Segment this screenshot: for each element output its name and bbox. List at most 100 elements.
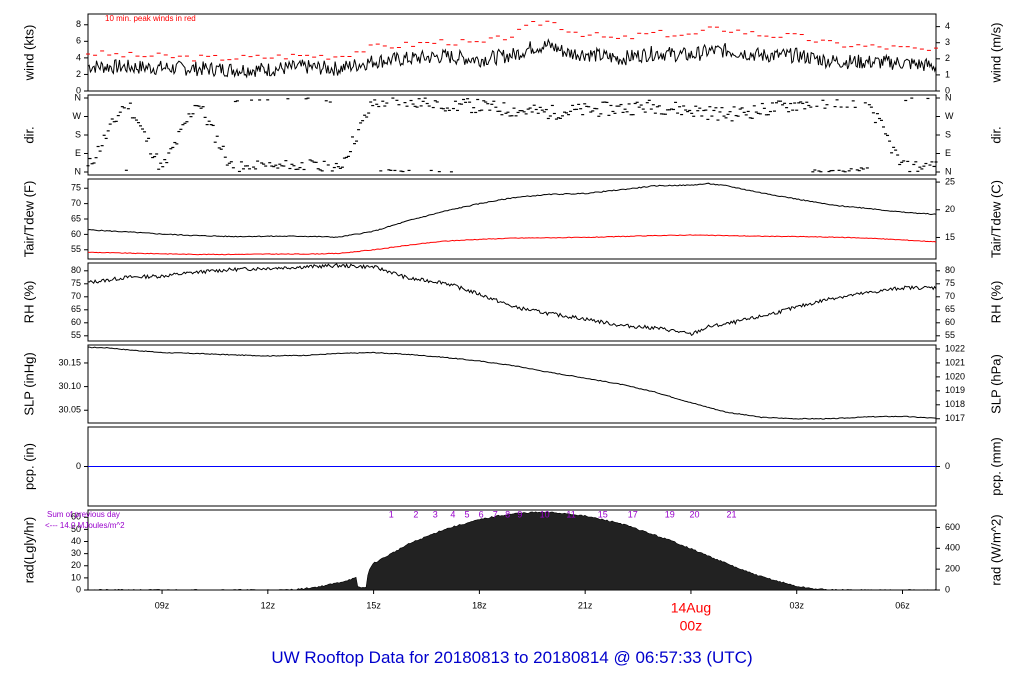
solar-hour-label: 19: [665, 509, 675, 519]
solar-hour-label: 4: [450, 509, 455, 519]
ytick-label-left-radiation: 30: [71, 548, 81, 558]
solar-hour-label: 15: [598, 509, 608, 519]
ytick-label-right-temperature: 25: [945, 176, 955, 186]
ylabel-right-direction: dir.: [988, 126, 1003, 143]
xtick-label: 06z: [895, 600, 910, 610]
ytick-label-right-humidity: 75: [945, 278, 955, 288]
wind-annotation: 10 min. peak winds in red: [105, 14, 196, 23]
ytick-label-right-wind: 2: [945, 53, 950, 63]
ytick-label-right-pressure: 1018: [945, 399, 965, 409]
solar-hour-label: 6: [479, 509, 484, 519]
ytick-label-left-pressure: 30.05: [58, 405, 81, 415]
dew-point-line: [87, 234, 937, 256]
ytick-label-left-direction: S: [75, 129, 81, 139]
ytick-label-right-pressure: 1017: [945, 413, 965, 423]
ylabel-right-temperature: Tair/Tdew (C): [988, 180, 1003, 258]
ytick-label-right-humidity: 70: [945, 291, 955, 301]
ytick-label-right-radiation: 600: [945, 522, 960, 532]
ytick-label-left-precipitation: 0: [76, 461, 81, 471]
solar-hour-label: 20: [689, 509, 699, 519]
solar-hour-label: 9: [517, 509, 522, 519]
ytick-label-right-direction: N: [945, 92, 952, 102]
ytick-label-right-pressure: 1021: [945, 357, 965, 367]
ytick-label-right-temperature: 15: [945, 232, 955, 242]
ytick-label-left-radiation: 50: [71, 524, 81, 534]
ytick-label-left-radiation: 0: [76, 584, 81, 594]
ytick-label-left-direction: N: [75, 92, 82, 102]
solar-hour-label: 17: [628, 509, 638, 519]
ytick-label-left-wind: 8: [76, 19, 81, 29]
solar-hour-label: 3: [433, 509, 438, 519]
previous-day-note: Sum of previous day: [47, 510, 120, 519]
ylabel-left-pressure: SLP (inHg): [21, 352, 36, 415]
ytick-label-right-humidity: 80: [945, 265, 955, 275]
ylabel-left-humidity: RH (%): [21, 281, 36, 324]
ylabel-left-precipitation: pcp. (in): [21, 443, 36, 490]
ytick-label-right-direction: E: [945, 148, 951, 158]
ytick-label-left-direction: E: [75, 148, 81, 158]
ytick-label-right-wind: 0: [945, 85, 950, 95]
xtick-label: 21z: [578, 600, 593, 610]
relative-humidity-line: [87, 263, 937, 336]
meteogram-svg: wind (kts) wind (m/s) dir. dir. Tair/Tdew (F…: [21, 13, 1003, 634]
ylabel-right-humidity: RH (%): [988, 281, 1003, 324]
ytick-label-left-pressure: 30.15: [58, 357, 81, 367]
ylabel-left-wind: wind (kts): [21, 25, 36, 82]
ytick-label-left-radiation: 20: [71, 560, 81, 570]
ytick-label-left-humidity: 70: [71, 291, 81, 301]
solar-hour-label: 8: [505, 509, 510, 519]
ytick-label-left-pressure: 30.10: [58, 381, 81, 391]
ytick-label-left-humidity: 75: [71, 278, 81, 288]
solar-hour-label: 1: [389, 509, 394, 519]
solar-hour-label: 10: [540, 509, 550, 519]
xtick-label: 03z: [789, 600, 804, 610]
panel-frame-direction: [87, 94, 937, 176]
midnight-date-label: 14Aug: [671, 600, 711, 616]
ytick-label-right-radiation: 0: [945, 584, 950, 594]
ytick-label-right-pressure: 1022: [945, 343, 965, 353]
previous-day-sum: <--- 14.0 MJoules/m^2: [45, 521, 125, 530]
ytick-label-left-radiation: 10: [71, 572, 81, 582]
ytick-label-right-radiation: 200: [945, 564, 960, 574]
ytick-label-left-temperature: 70: [71, 198, 81, 208]
xtick-label: 18z: [472, 600, 487, 610]
ytick-label-right-temperature: 20: [945, 204, 955, 214]
ylabel-right-pressure: SLP (hPa): [988, 354, 1003, 414]
xtick-label: 15z: [366, 600, 381, 610]
panel-frame-wind: [87, 13, 937, 92]
ytick-label-right-humidity: 55: [945, 330, 955, 340]
solar-hour-label: 21: [726, 509, 736, 519]
solar-hour-label: 11: [566, 509, 575, 519]
ytick-label-left-humidity: 55: [71, 330, 81, 340]
ytick-label-left-wind: 4: [76, 52, 81, 62]
ytick-label-right-wind: 1: [945, 69, 950, 79]
ytick-label-left-radiation: 60: [71, 512, 81, 522]
solar-hour-label: 2: [413, 509, 418, 519]
ytick-label-left-temperature: 75: [71, 183, 81, 193]
ylabel-right-wind: wind (m/s): [988, 23, 1003, 84]
page-title: UW Rooftop Data for 20180813 to 20180814…: [271, 648, 753, 667]
ytick-label-right-pressure: 1019: [945, 385, 965, 395]
panel-frame-humidity: [87, 262, 937, 342]
xtick-label: 09z: [155, 600, 170, 610]
ytick-label-left-wind: 6: [76, 36, 81, 46]
ytick-label-left-wind: 0: [76, 85, 81, 95]
ytick-label-left-direction: W: [73, 111, 82, 121]
ytick-label-left-wind: 2: [76, 69, 81, 79]
ytick-label-left-radiation: 40: [71, 536, 81, 546]
sea-level-pressure-line: [88, 346, 937, 420]
ytick-label-right-wind: 3: [945, 37, 950, 47]
ytick-label-right-humidity: 60: [945, 317, 955, 327]
ytick-label-right-humidity: 65: [945, 304, 955, 314]
ytick-label-right-radiation: 400: [945, 543, 960, 553]
panel-frame-pressure: [87, 344, 937, 424]
ytick-label-right-wind: 4: [945, 21, 950, 31]
ylabel-left-radiation: rad(Lgly/hr): [21, 517, 36, 583]
ytick-label-left-humidity: 80: [71, 265, 81, 275]
ytick-label-right-pressure: 1020: [945, 371, 965, 381]
ytick-label-right-direction: S: [945, 129, 951, 139]
ytick-label-left-humidity: 65: [71, 304, 81, 314]
solar-radiation-area: [88, 511, 937, 591]
ytick-label-left-temperature: 60: [71, 229, 81, 239]
